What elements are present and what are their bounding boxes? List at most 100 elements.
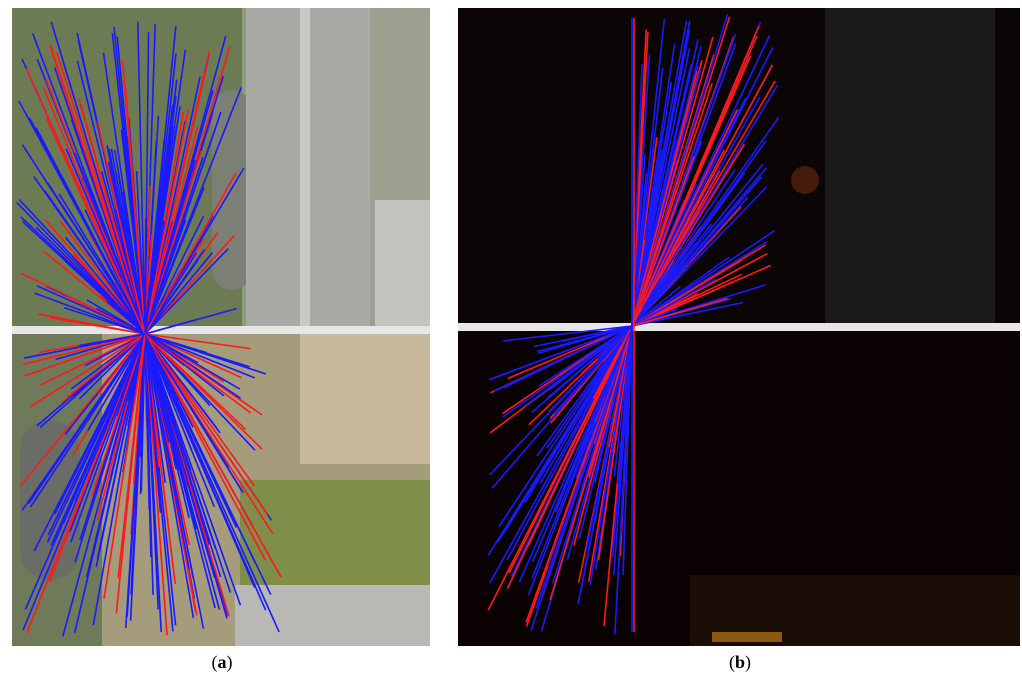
match-line: [631, 35, 758, 327]
match-line: [144, 333, 218, 429]
match-line: [144, 234, 236, 335]
match-line: [45, 117, 146, 335]
match-line: [64, 306, 146, 335]
caption-close: ): [227, 652, 233, 673]
match-line: [144, 173, 237, 335]
match-line: [589, 325, 633, 586]
match-line: [95, 307, 146, 335]
match-line: [47, 333, 146, 536]
match-line: [631, 48, 691, 327]
match-line: [507, 325, 633, 380]
match-line: [66, 333, 146, 399]
light-glow: [791, 166, 819, 194]
separator: [458, 323, 1020, 331]
caption-open: (: [212, 652, 218, 673]
match-line: [144, 333, 170, 443]
match-line: [498, 325, 633, 528]
match-line: [107, 265, 146, 335]
match-line: [18, 198, 146, 335]
match-line: [144, 333, 243, 491]
match-line: [29, 333, 146, 408]
match-line: [73, 333, 146, 633]
match-line: [144, 333, 185, 366]
match-line: [631, 109, 738, 327]
match-line: [33, 333, 146, 552]
match-line: [65, 236, 146, 335]
match-line: [144, 333, 190, 570]
match-line: [144, 248, 229, 335]
caption-b: (b): [729, 652, 751, 673]
match-line: [530, 325, 633, 631]
match-line: [144, 215, 205, 335]
match-line: [122, 191, 146, 335]
match-line: [631, 39, 699, 327]
match-line: [144, 333, 267, 611]
caption-a: (a): [212, 652, 233, 673]
match-line: [622, 325, 633, 576]
match-line: [144, 109, 189, 335]
match-line: [47, 182, 146, 335]
match-line: [33, 176, 146, 335]
parking: [375, 200, 430, 326]
match-line: [92, 333, 146, 626]
match-line: [631, 278, 717, 327]
match-line: [503, 325, 633, 342]
match-line: [631, 285, 681, 327]
match-line: [69, 333, 146, 532]
match-line: [87, 333, 146, 432]
match-line: [144, 187, 205, 335]
match-line: [631, 301, 744, 327]
match-line: [631, 244, 766, 327]
match-line: [631, 47, 774, 327]
match-line: [616, 325, 633, 484]
caption-letter: b: [735, 652, 745, 672]
match-line: [631, 186, 768, 327]
match-line: [144, 333, 256, 487]
match-line: [631, 148, 664, 327]
separator: [12, 326, 430, 334]
match-line: [631, 243, 683, 327]
match-line: [95, 333, 146, 568]
match-line: [134, 333, 146, 521]
match-line: [144, 333, 198, 530]
match-line: [144, 333, 242, 399]
match-line: [144, 156, 204, 335]
match-line: [50, 21, 146, 335]
match-line: [144, 285, 151, 335]
match-line: [144, 333, 216, 508]
match-line: [506, 325, 633, 589]
match-line: [23, 333, 146, 377]
road: [825, 8, 995, 323]
match-line: [144, 333, 282, 578]
match-lines: [16, 14, 780, 637]
match-line: [144, 333, 263, 450]
grass: [240, 480, 430, 590]
match-line: [538, 325, 633, 387]
match-line: [79, 333, 146, 347]
match-line: [537, 325, 633, 353]
match-line: [21, 220, 146, 335]
field: [300, 334, 430, 464]
match-line: [144, 333, 251, 350]
match-line: [73, 152, 146, 335]
match-line: [487, 325, 633, 611]
match-line: [144, 333, 256, 379]
match-line: [144, 252, 214, 335]
match-line: [144, 32, 150, 335]
match-line: [121, 60, 146, 335]
match-line: [144, 333, 161, 500]
lit-cars: [712, 632, 782, 642]
match-line: [144, 333, 267, 375]
match-line: [531, 325, 633, 414]
match-line: [502, 325, 633, 418]
panel-b: [458, 8, 1020, 646]
match-line: [631, 169, 736, 327]
match-line: [144, 333, 188, 360]
match-line: [144, 70, 207, 335]
match-line: [144, 333, 154, 595]
match-line: [91, 333, 146, 497]
match-line: [631, 64, 774, 327]
match-line: [631, 117, 780, 327]
match-line: [144, 333, 269, 516]
